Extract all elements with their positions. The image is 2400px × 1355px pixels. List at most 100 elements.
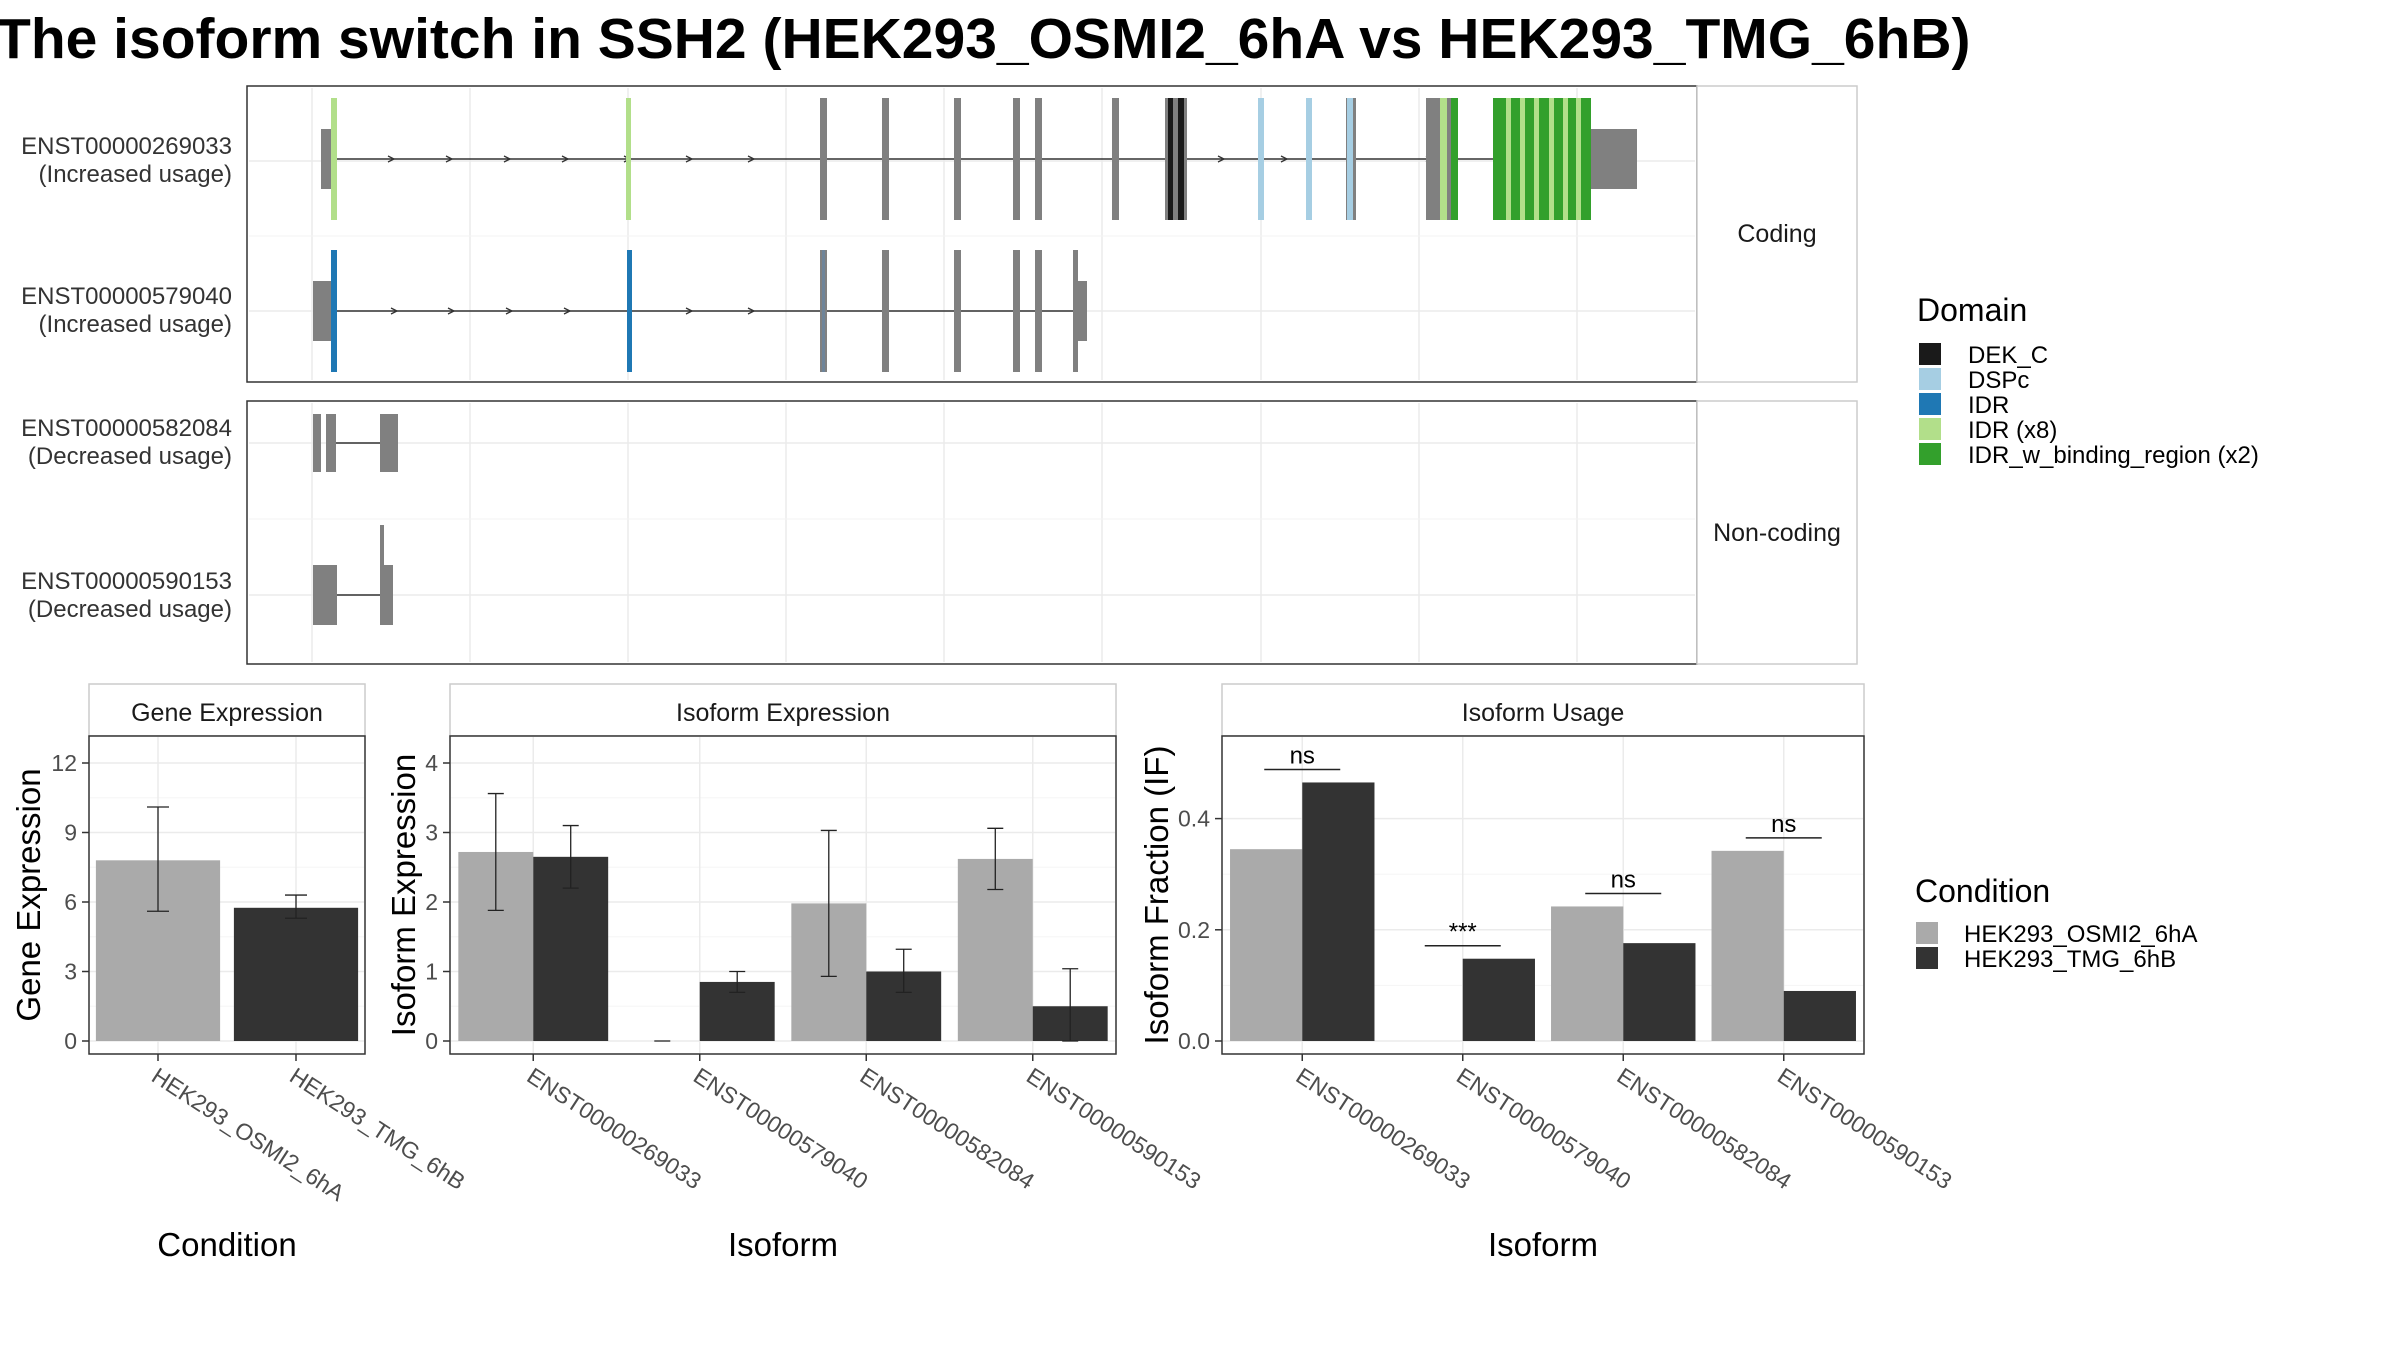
domain-exon — [1506, 98, 1511, 220]
utr-exon — [313, 414, 321, 472]
y-tick-label: 0.4 — [1178, 806, 1210, 832]
transcript-label-4-status: (Decreased usage) — [28, 596, 232, 623]
bar — [1783, 990, 1856, 1041]
exon — [1073, 250, 1078, 372]
noncoding-strip-label: Non-coding — [1713, 519, 1841, 547]
utr-exon — [380, 414, 398, 472]
legend-swatch-osmi2 — [1916, 922, 1938, 944]
transcript-label-4-id: ENST00000590153 — [21, 568, 232, 595]
coding-panel — [246, 85, 1698, 383]
y-tick-label: 12 — [51, 750, 77, 776]
y-tick-label: 0.2 — [1178, 917, 1210, 943]
domain-legend-title: Domain — [1917, 292, 2027, 328]
coding-strip-label: Coding — [1737, 220, 1816, 248]
domain-exon — [1258, 98, 1264, 220]
exon — [882, 98, 889, 220]
exon — [1013, 250, 1020, 372]
domain-exon — [1347, 98, 1353, 220]
transcript-label-2-status: (Increased usage) — [39, 311, 232, 338]
domain-exon — [331, 250, 337, 372]
exon — [1112, 98, 1119, 220]
legend-label-dek-c: DEK_C — [1968, 342, 2048, 369]
legend-label-idr: IDR — [1968, 392, 2009, 419]
significance-label: ns — [1611, 866, 1636, 893]
significance-label: ns — [1290, 742, 1315, 769]
direction-arrow — [685, 307, 694, 315]
domain-exon — [1563, 98, 1568, 220]
transcript-structure-panels: Coding Non-coding ENST00000269033 (Incre… — [21, 85, 1858, 665]
legend-label-idr-x8: IDR (x8) — [1968, 417, 2057, 444]
chart-title: Isoform Usage — [1462, 699, 1625, 727]
legend-label-dspc: DSPc — [1968, 367, 2029, 394]
bar — [1711, 850, 1784, 1041]
noncoding-panel — [246, 400, 1698, 665]
domain-exon — [627, 250, 632, 372]
domain-exon — [1168, 98, 1173, 220]
bar — [1302, 782, 1375, 1041]
domain-exon — [1520, 98, 1525, 220]
y-axis-title: Gene Expression — [10, 768, 47, 1021]
transcript-label-2-id: ENST00000579040 — [21, 283, 232, 310]
direction-arrow — [390, 307, 399, 315]
legend-label-tmg: HEK293_TMG_6hB — [1964, 946, 2176, 973]
domain-exon — [822, 250, 825, 372]
x-tick-label: ENST00000590153 — [1022, 1062, 1206, 1194]
direction-arrow — [1217, 155, 1226, 163]
x-axis-title: Isoform — [728, 1226, 838, 1263]
x-tick-label: ENST00000582084 — [1613, 1062, 1797, 1194]
direction-arrow — [447, 307, 456, 315]
direction-arrow — [1280, 155, 1289, 163]
transcript-label-1-status: (Increased usage) — [39, 161, 232, 188]
direction-arrow — [561, 155, 570, 163]
chart-title: Gene Expression — [131, 699, 323, 727]
bar — [233, 907, 359, 1041]
direction-arrow — [747, 155, 756, 163]
domain-exon — [1440, 98, 1447, 220]
utr-exon — [313, 281, 335, 341]
y-tick-label: 0.0 — [1178, 1028, 1210, 1054]
bar — [1462, 958, 1535, 1041]
x-axis-title: Isoform — [1488, 1226, 1598, 1263]
y-tick-label: 9 — [64, 820, 77, 846]
direction-arrow — [503, 155, 512, 163]
condition-legend-title: Condition — [1915, 873, 2050, 909]
utr-exon — [1076, 281, 1087, 341]
bar — [1623, 943, 1696, 1041]
condition-legend: Condition HEK293_OSMI2_6hA HEK293_TMG_6h… — [1915, 873, 2197, 973]
y-tick-label: 1 — [425, 959, 438, 985]
legend-swatch-dek-c — [1919, 343, 1941, 365]
domain-exon — [1451, 98, 1458, 220]
coding-strip — [1696, 85, 1858, 383]
domain-legend: Domain DEK_C DSPc IDR IDR (x8) IDR_w_bin… — [1917, 292, 2259, 469]
y-tick-label: 2 — [425, 889, 438, 915]
y-tick-label: 4 — [425, 750, 438, 776]
transcript-features — [313, 98, 1637, 625]
y-tick-label: 3 — [64, 959, 77, 985]
direction-arrow — [563, 307, 572, 315]
direction-arrow — [387, 155, 396, 163]
y-axis-title: Isoform Fraction (IF) — [1138, 746, 1175, 1045]
legend-label-osmi2: HEK293_OSMI2_6hA — [1964, 921, 2197, 948]
utr-exon — [1591, 129, 1637, 189]
legend-swatch-dspc — [1919, 368, 1941, 390]
significance-label: *** — [1449, 919, 1477, 946]
x-tick-label: ENST00000590153 — [1773, 1062, 1957, 1194]
exon — [954, 98, 961, 220]
x-tick-label: ENST00000269033 — [523, 1062, 707, 1194]
chart-title: Isoform Expression — [676, 699, 890, 727]
transcript-label-3-status: (Decreased usage) — [28, 443, 232, 470]
direction-arrow — [747, 307, 756, 315]
figure-title: The isoform switch in SSH2 (HEK293_OSMI2… — [0, 7, 1970, 71]
domain-exon — [626, 98, 631, 220]
x-axis-title: Condition — [157, 1226, 296, 1263]
x-tick-label: ENST00000269033 — [1292, 1062, 1476, 1194]
transcript-label-1-id: ENST00000269033 — [21, 133, 232, 160]
legend-swatch-idr-binding — [1919, 443, 1941, 465]
legend-swatch-idr-x8 — [1919, 418, 1941, 440]
exon — [820, 98, 827, 220]
legend-swatch-tmg — [1916, 947, 1938, 969]
